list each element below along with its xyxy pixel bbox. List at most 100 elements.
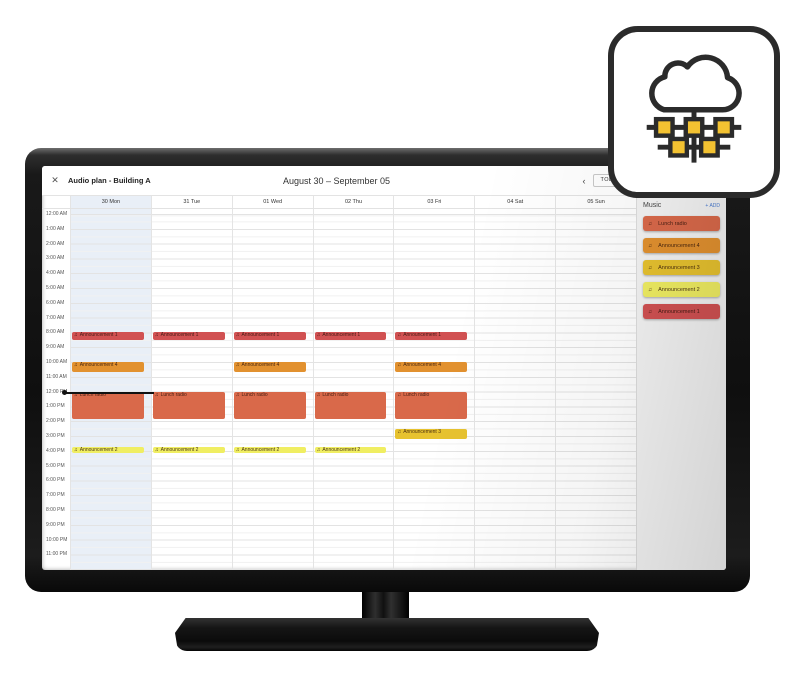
time-gutter: 12:00 AM 1:00 AM 2:00 AM 3:00 AM 4:00 AM 5:00… bbox=[42, 209, 70, 570]
event-label: Announcement 1 bbox=[241, 332, 280, 339]
monitor-bezel: ✕ Audio plan - Building A August 30 – Se… bbox=[25, 148, 750, 592]
calendar-event[interactable]: ♫ Announcement 1 bbox=[395, 332, 468, 341]
event-label: Announcement 2 bbox=[160, 447, 199, 454]
music-card-label: Announcement 2 bbox=[658, 286, 700, 293]
calendar-event[interactable]: ♫ Lunch radio bbox=[152, 391, 225, 420]
event-label: Announcement 1 bbox=[160, 332, 199, 339]
music-note-icon: ♫ bbox=[154, 447, 159, 454]
sidebar-header: Music + ADD bbox=[643, 202, 720, 209]
screen: ✕ Audio plan - Building A August 30 – Se… bbox=[42, 166, 726, 570]
calendar-event[interactable]: ♫ Announcement 2 bbox=[72, 447, 144, 454]
event-label: Announcement 4 bbox=[241, 362, 280, 368]
event-label: Announcement 4 bbox=[403, 362, 441, 368]
day-header-mon: 30 Mon bbox=[70, 196, 151, 208]
music-card[interactable]: ♫ Announcement 1 bbox=[643, 304, 720, 319]
calendar-event[interactable]: ♫ Announcement 2 bbox=[233, 447, 306, 454]
music-note-icon: ♫ bbox=[316, 391, 321, 398]
time-marker-line bbox=[62, 390, 154, 396]
week-calendar: 30 Mon 31 Tue 01 Wed 02 Thu 03 Fri 04 Sat 05 S… bbox=[42, 196, 636, 570]
calendar-event[interactable]: ♫ Announcement 2 bbox=[314, 447, 387, 454]
cloud-network-badge bbox=[608, 26, 780, 198]
time-label: 5:00 PM bbox=[46, 462, 65, 469]
chevron-left-icon[interactable]: ‹ bbox=[582, 175, 586, 186]
calendar-event[interactable]: ♫ Announcement 4 bbox=[233, 362, 306, 373]
time-label: 12:00 PM bbox=[46, 388, 68, 395]
time-label: 4:00 PM bbox=[46, 447, 65, 454]
app-body: 30 Mon 31 Tue 01 Wed 02 Thu 03 Fri 04 Sat 05 S… bbox=[42, 196, 726, 570]
day-column-sat[interactable] bbox=[474, 209, 556, 570]
music-note-icon: ♫ bbox=[316, 332, 321, 339]
time-label: 5:00 AM bbox=[46, 285, 65, 291]
cloud-network-icon bbox=[646, 54, 742, 163]
calendar-event[interactable]: ♫ Announcement 4 bbox=[395, 362, 468, 373]
time-label: 8:00 AM bbox=[46, 329, 65, 336]
music-card[interactable]: ♫ Lunch radio bbox=[643, 216, 720, 231]
day-header-row: 30 Mon 31 Tue 01 Wed 02 Thu 03 Fri 04 Sat 05 S… bbox=[42, 196, 636, 209]
music-sidebar: Music + ADD ♫ Lunch radio ♫ Announcement 4 ♫… bbox=[636, 196, 726, 570]
time-label: 6:00 AM bbox=[46, 299, 65, 306]
day-column-wed[interactable]: ♫ Announcement 1 ♫ Announcement 4 ♫ Lunch rad… bbox=[231, 209, 313, 570]
music-note-icon: ♫ bbox=[648, 264, 653, 271]
calendar-event[interactable]: ♫ Announcement 1 bbox=[152, 332, 225, 341]
event-label: Lunch radio bbox=[241, 391, 268, 398]
event-label: Lunch radio bbox=[160, 391, 187, 398]
music-card[interactable]: ♫ Announcement 2 bbox=[643, 282, 720, 297]
event-label: Announcement 3 bbox=[403, 428, 441, 435]
music-note-icon: ♫ bbox=[154, 391, 159, 398]
music-note-icon: ♫ bbox=[648, 220, 653, 227]
time-label: 3:00 PM bbox=[46, 433, 65, 439]
calendar-event[interactable]: ♫ Lunch radio bbox=[395, 391, 468, 420]
event-label: Announcement 1 bbox=[403, 332, 441, 339]
page-title: Audio plan - Building A bbox=[68, 176, 151, 185]
music-card-label: Announcement 3 bbox=[658, 264, 700, 271]
calendar-event[interactable]: ♫ Announcement 2 bbox=[152, 447, 225, 454]
music-note-icon: ♫ bbox=[235, 447, 240, 454]
music-card[interactable]: ♫ Announcement 4 bbox=[643, 238, 720, 253]
calendar-event[interactable]: ♫ Lunch radio bbox=[72, 391, 144, 420]
calendar-event[interactable]: ♫ Announcement 4 bbox=[72, 362, 144, 373]
calendar-event[interactable]: ♫ Announcement 1 bbox=[233, 332, 306, 341]
time-label: 9:00 AM bbox=[46, 344, 65, 351]
close-icon[interactable]: ✕ bbox=[51, 175, 59, 185]
calendar-event[interactable]: ♫ Announcement 1 bbox=[72, 332, 144, 341]
time-label: 6:00 PM bbox=[46, 477, 65, 484]
time-label: 10:00 AM bbox=[46, 359, 68, 365]
music-note-icon: ♫ bbox=[235, 362, 240, 368]
event-label: Lunch radio bbox=[79, 391, 106, 398]
time-label: 1:00 PM bbox=[46, 403, 65, 410]
time-label: 4:00 AM bbox=[46, 270, 65, 277]
day-column-mon[interactable]: ♫ Announcement 1 ♫ Announcement 4 ♫ Lunch rad… bbox=[70, 209, 151, 570]
day-header-tue: 31 Tue bbox=[150, 196, 232, 208]
event-label: Announcement 1 bbox=[322, 332, 361, 339]
music-note-icon: ♫ bbox=[74, 447, 78, 454]
calendar-event[interactable]: ♫ Lunch radio bbox=[314, 391, 387, 420]
music-note-icon: ♫ bbox=[648, 308, 653, 315]
event-label: Announcement 1 bbox=[79, 332, 118, 339]
time-label: 9:00 PM bbox=[46, 521, 65, 528]
day-column-fri[interactable]: ♫ Announcement 1 ♫ Announcement 4 ♫ Lunch rad… bbox=[393, 209, 475, 570]
time-label: 12:00 AM bbox=[46, 211, 68, 217]
time-gutter-spacer bbox=[42, 196, 70, 208]
calendar-event[interactable]: ♫ Announcement 1 bbox=[314, 332, 387, 341]
day-column-sun[interactable] bbox=[555, 209, 636, 570]
time-label: 11:00 AM bbox=[46, 373, 67, 380]
time-label: 3:00 AM bbox=[46, 255, 65, 262]
music-note-icon: ♫ bbox=[397, 428, 402, 435]
add-music-button[interactable]: + ADD bbox=[705, 202, 720, 209]
calendar-grid: 12:00 AM 1:00 AM 2:00 AM 3:00 AM 4:00 AM 5:00… bbox=[42, 209, 636, 570]
calendar-event[interactable]: ♫ Lunch radio bbox=[233, 391, 306, 420]
day-header-fri: 03 Fri bbox=[393, 196, 474, 208]
music-card-label: Announcement 4 bbox=[658, 242, 700, 249]
music-note-icon: ♫ bbox=[397, 332, 402, 339]
day-column-tue[interactable]: ♫ Announcement 1 ♫ Lunch radio ♫ Announcement… bbox=[150, 209, 232, 570]
day-header-sun: 05 Sun bbox=[555, 196, 636, 208]
sidebar-title: Music bbox=[643, 202, 662, 209]
calendar-event[interactable]: ♫ Announcement 3 bbox=[395, 428, 468, 439]
music-note-icon: ♫ bbox=[648, 286, 653, 293]
music-card[interactable]: ♫ Announcement 3 bbox=[643, 260, 720, 275]
time-label: 10:00 PM bbox=[46, 536, 68, 543]
day-columns: ♫ Announcement 1 ♫ Announcement 4 ♫ Lunch rad… bbox=[70, 209, 636, 570]
time-label: 8:00 PM bbox=[46, 507, 65, 513]
day-column-thu[interactable]: ♫ Announcement 1 ♫ Lunch radio ♫ Announcement… bbox=[312, 209, 394, 570]
time-label: 7:00 AM bbox=[46, 314, 65, 321]
